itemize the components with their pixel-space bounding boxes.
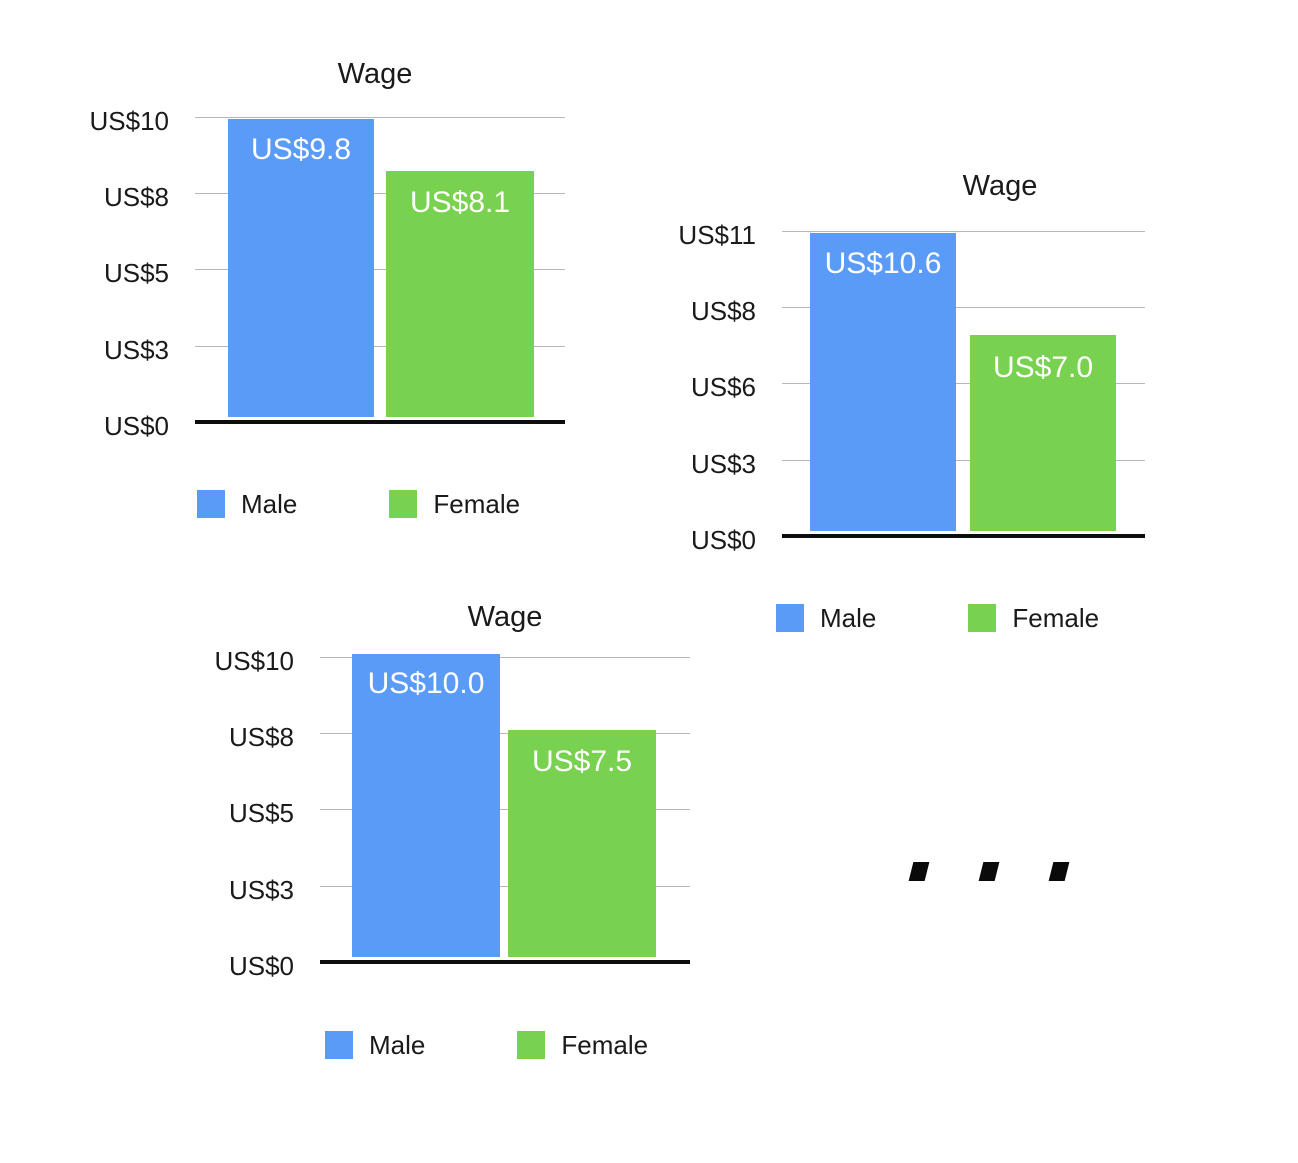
legend-swatch-male-icon [776,604,804,632]
legend-label-male: Male [820,603,877,633]
bar-male[interactable]: US$9.8 [228,119,374,417]
y-axis-tick-label: US$0 [103,411,169,441]
y-axis-tick-label: US$3 [228,875,294,905]
gridline-8 [782,307,1145,308]
legend-label-female: Female [433,489,521,519]
bar-male[interactable]: US$10.0 [352,654,500,957]
chart-title: Wage [467,601,543,633]
gridline-3 [782,460,1145,461]
legend-swatch-male-icon [197,490,225,518]
ellipsis-dot [908,862,930,881]
bar-female[interactable]: US$7.5 [508,730,656,957]
y-axis-tick-label: US$10 [89,106,170,136]
chart-title: Wage [962,170,1038,202]
y-axis-tick-label: US$3 [690,449,756,479]
legend-label-male: Male [369,1030,426,1060]
wage-chart-3: Wage US$10 US$8 US$5 US$3 US$0 US$10.0 U… [120,543,740,1103]
ellipsis-dot [1048,862,1070,881]
legend-item-male[interactable]: Male [197,490,297,518]
bar-female[interactable]: US$8.1 [386,171,534,417]
legend-label-female: Female [561,1030,649,1060]
bar-value-label: US$7.5 [531,745,633,778]
chart-legend: Male Female [776,604,1099,632]
chart-title: Wage [337,58,413,90]
legend-item-female[interactable]: Female [517,1031,648,1059]
gridline-8 [195,193,565,194]
y-axis-tick-label: US$8 [228,722,294,752]
gridline-10 [195,117,565,118]
y-axis-tick-label: US$0 [228,951,294,981]
more-charts-ellipsis-icon [908,862,1070,881]
ellipsis-dot [978,862,1000,881]
plot-area: US$11 US$8 US$6 US$3 US$0 US$10.6 US$7.0 [678,222,1145,553]
y-axis-tick-label: US$8 [103,182,169,212]
x-axis-baseline [320,960,690,964]
plot-area: US$10 US$8 US$5 US$3 US$0 US$10.0 US$7.5 [215,648,690,979]
legend-swatch-female-icon [389,490,418,518]
bar-value-label: US$9.8 [250,133,352,166]
y-axis-tick-label: US$11 [678,220,756,250]
legend-swatch-female-icon [517,1031,546,1059]
y-axis-tick-label: US$10 [214,646,295,676]
gridline-10 [320,657,690,658]
legend-item-female[interactable]: Female [389,490,520,518]
gridline-6 [782,383,1145,384]
plot-area: US$10 US$8 US$5 US$3 US$0 US$9.8 US$8.1 [90,108,565,439]
bar-value-label: US$10.6 [824,247,942,280]
y-axis-tick-label: US$3 [103,335,169,365]
gridline-3 [320,886,690,887]
y-axis-tick-label: US$0 [690,525,756,555]
gridline-5 [195,269,565,270]
gridline-8 [320,733,690,734]
gridline-11 [782,231,1145,232]
bar-female[interactable]: US$7.0 [970,335,1116,531]
wage-chart-2: Wage US$11 US$8 US$6 US$3 US$0 US$10.6 U… [660,0,1280,680]
bar-value-label: US$10.0 [367,667,485,700]
gridline-5 [320,809,690,810]
x-axis-baseline [782,534,1145,538]
y-axis-tick-label: US$5 [228,798,294,828]
legend-item-female[interactable]: Female [968,604,1099,632]
x-axis-baseline [195,420,565,424]
y-axis-tick-label: US$6 [690,372,756,402]
chart-legend: Male Female [197,490,520,518]
legend-swatch-female-icon [968,604,997,632]
legend-label-female: Female [1012,603,1100,633]
bar-value-label: US$7.0 [992,351,1094,384]
y-axis-tick-label: US$8 [690,296,756,326]
legend-item-male[interactable]: Male [325,1031,425,1059]
y-axis-tick-label: US$5 [103,258,169,288]
legend-item-male[interactable]: Male [776,604,876,632]
gridline-3 [195,346,565,347]
bar-value-label: US$8.1 [409,186,511,219]
legend-swatch-male-icon [325,1031,353,1059]
wage-chart-1: Wage US$10 US$8 US$5 US$3 US$0 US$9.8 US… [0,0,620,560]
bar-male[interactable]: US$10.6 [810,233,956,531]
legend-label-male: Male [241,489,298,519]
chart-legend: Male Female [325,1031,648,1059]
